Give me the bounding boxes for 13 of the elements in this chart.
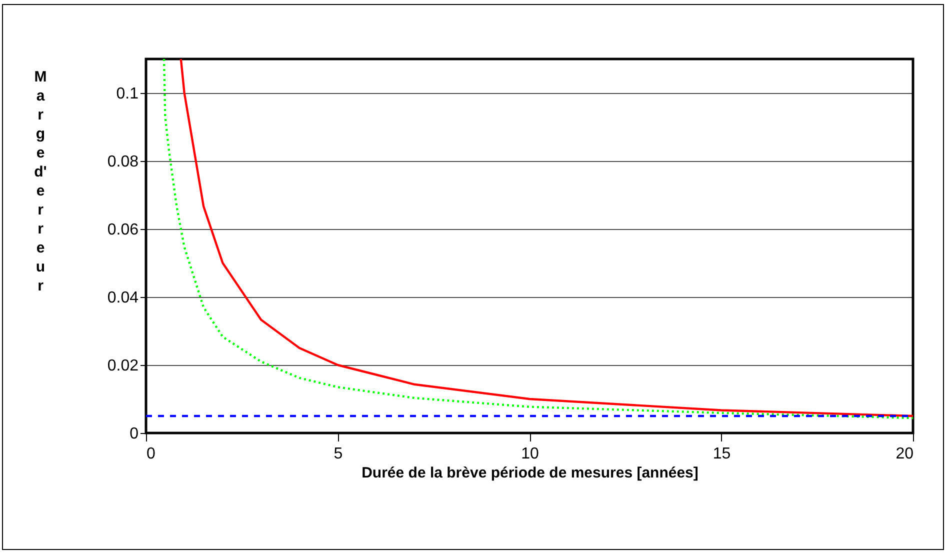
x-tick-label: 10 <box>521 446 539 462</box>
x-tick-label: 15 <box>712 446 731 462</box>
y-tick-label: 0.1 <box>116 86 139 102</box>
text: Marge d'erreur <box>34 68 47 294</box>
x-tick-label: 0 <box>146 446 156 462</box>
y-tick-label: 0.08 <box>107 154 139 170</box>
x-tick-label: 20 <box>896 446 914 462</box>
y-tick-label: 0.06 <box>107 222 139 238</box>
y-tick-label: 0.02 <box>107 358 139 374</box>
y-tick-label: 0 <box>130 426 139 442</box>
y-tick-label: 0.04 <box>107 290 139 306</box>
x-tick-label: 5 <box>334 446 343 462</box>
x-axis-title: Durée de la brève période de mesures [années] <box>362 464 698 482</box>
